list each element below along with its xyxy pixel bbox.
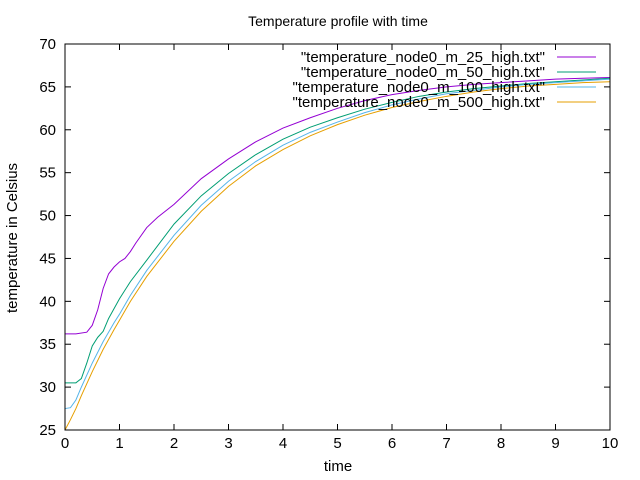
- y-tick-label: 55: [39, 165, 56, 182]
- legend-label-3: "temperature_node0_m_100_high.txt": [293, 79, 546, 96]
- legend-label-1: "temperature_node0_m_25_high.txt": [301, 49, 545, 66]
- y-tick-label: 70: [39, 36, 56, 53]
- x-tick-label: 4: [279, 435, 287, 452]
- y-tick-label: 50: [39, 208, 56, 225]
- x-tick-label: 0: [61, 435, 69, 452]
- series-line-4: [64, 81, 611, 431]
- x-tick-label: 8: [497, 435, 505, 452]
- legend-label-2: "temperature_node0_m_50_high.txt": [301, 64, 545, 81]
- legend: "temperature_node0_m_25_high.txt""temper…: [293, 49, 596, 111]
- x-tick-label: 2: [170, 435, 178, 452]
- y-axis-label: temperature in Celsius: [4, 163, 21, 313]
- chart-title: Temperature profile with time: [248, 13, 428, 29]
- x-tick-label: 5: [333, 435, 341, 452]
- series-line-3: [64, 78, 611, 410]
- x-tick-label: 6: [388, 435, 396, 452]
- y-tick-label: 60: [39, 122, 56, 139]
- y-tick-label: 45: [39, 250, 56, 267]
- y-tick-label: 40: [39, 293, 56, 310]
- series-line-2: [65, 77, 611, 384]
- x-tick-label: 7: [442, 435, 450, 452]
- y-tick-label: 30: [39, 379, 56, 396]
- x-tick-label: 9: [551, 435, 559, 452]
- x-tick-label: 10: [602, 435, 619, 452]
- y-tick-label: 65: [39, 79, 56, 96]
- x-tick-label: 1: [115, 435, 123, 452]
- series-line-1: [65, 76, 611, 335]
- y-tick-label: 25: [39, 422, 56, 439]
- y-tick-label: 35: [39, 336, 56, 353]
- x-axis-label: time: [324, 458, 352, 475]
- x-tick-label: 3: [224, 435, 232, 452]
- legend-label-4: "temperature_node0_m_500_high.txt": [293, 94, 546, 111]
- plot-area: [64, 76, 611, 431]
